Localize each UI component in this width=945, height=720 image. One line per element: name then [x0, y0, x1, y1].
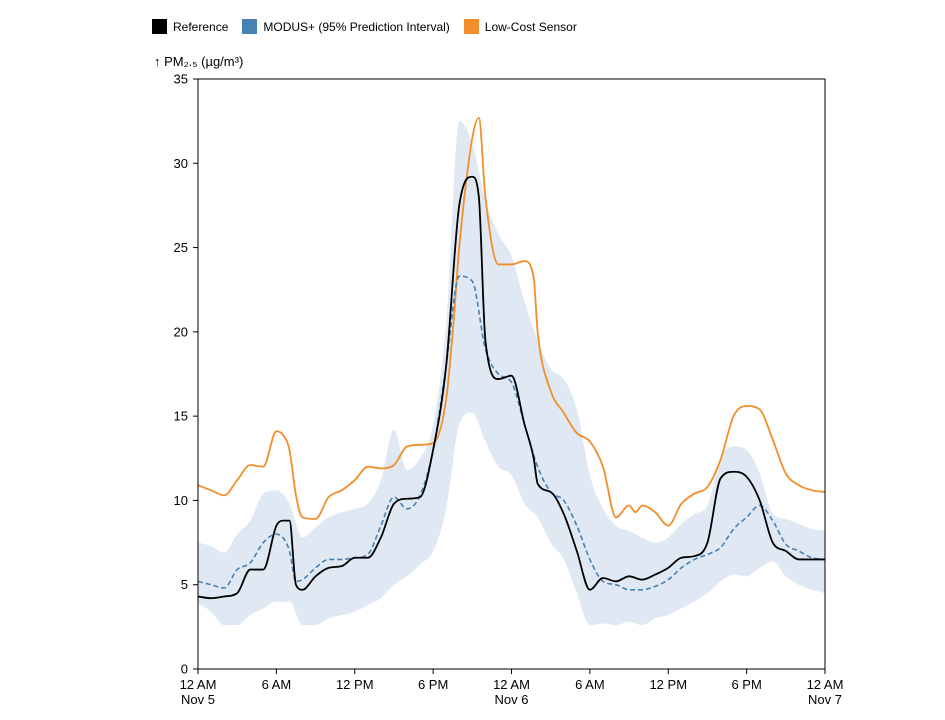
legend-label-modus: MODUS+ (95% Prediction Interval) [263, 19, 450, 34]
plot-area [197, 116, 826, 626]
y-tick-label: 5 [181, 577, 188, 592]
x-tick-label: 6 PM [418, 677, 448, 692]
prediction-interval-band [198, 121, 825, 626]
x-tick-sublabel: Nov 7 [808, 692, 842, 707]
legend-item-low-cost-sensor[interactable]: Low-Cost Sensor [463, 19, 577, 34]
x-tick-sublabel: Nov 5 [181, 692, 215, 707]
legend-swatch-reference [152, 19, 167, 34]
x-tick-label: 6 AM [262, 677, 292, 692]
series-line-reference [197, 175, 825, 600]
y-tick-label: 25 [174, 240, 188, 255]
legend-item-modus[interactable]: MODUS+ (95% Prediction Interval) [242, 19, 450, 34]
legend-swatch-low-cost-sensor [463, 19, 479, 34]
y-tick-label: 15 [174, 409, 188, 424]
legend: Reference MODUS+ (95% Prediction Interva… [152, 19, 577, 34]
x-tick-label: 6 AM [575, 677, 605, 692]
legend-label-low-cost-sensor: Low-Cost Sensor [484, 19, 577, 34]
y-tick-label: 30 [174, 156, 188, 171]
y-tick-label: 10 [174, 493, 188, 508]
legend-swatch-modus [242, 19, 258, 34]
legend-label-reference: Reference [173, 19, 229, 34]
series-line-modus [197, 275, 826, 591]
y-tick-label: 35 [174, 72, 188, 87]
x-tick-label: 12 PM [649, 677, 687, 692]
x-tick-label: 12 AM [180, 677, 217, 692]
x-tick-label: 6 PM [731, 677, 761, 692]
legend-item-reference[interactable]: Reference [152, 19, 228, 34]
y-tick-label: 0 [181, 662, 188, 677]
series-line-low-cost-sensor [197, 116, 826, 527]
x-tick-sublabel: Nov 6 [495, 692, 529, 707]
y-axis-label: ↑ PM₂.₅ (µg/m³) [154, 54, 243, 69]
y-tick-label: 20 [174, 324, 188, 339]
x-tick-label: 12 AM [807, 677, 844, 692]
x-tick-label: 12 PM [336, 677, 374, 692]
x-tick-label: 12 AM [493, 677, 530, 692]
